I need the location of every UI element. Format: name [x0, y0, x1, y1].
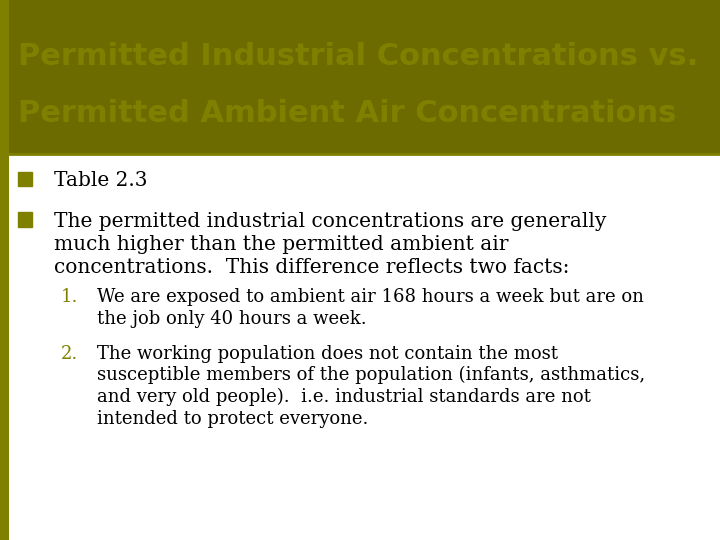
Text: Permitted Industrial Concentrations vs.: Permitted Industrial Concentrations vs.: [18, 42, 698, 71]
Text: 1.: 1.: [61, 288, 78, 306]
FancyBboxPatch shape: [0, 0, 9, 540]
Text: intended to protect everyone.: intended to protect everyone.: [97, 409, 369, 428]
Text: The working population does not contain the most: The working population does not contain …: [97, 345, 558, 363]
FancyBboxPatch shape: [9, 0, 720, 154]
Text: We are exposed to ambient air 168 hours a week but are on: We are exposed to ambient air 168 hours …: [97, 288, 644, 306]
Text: Table 2.3: Table 2.3: [54, 171, 148, 191]
Text: much higher than the permitted ambient air: much higher than the permitted ambient a…: [54, 235, 508, 254]
Text: 2.: 2.: [61, 345, 78, 363]
Text: susceptible members of the population (infants, asthmatics,: susceptible members of the population (i…: [97, 366, 645, 384]
FancyBboxPatch shape: [18, 172, 32, 186]
Text: and very old people).  i.e. industrial standards are not: and very old people). i.e. industrial st…: [97, 388, 591, 406]
Text: The permitted industrial concentrations are generally: The permitted industrial concentrations …: [54, 212, 606, 231]
Text: Permitted Ambient Air Concentrations: Permitted Ambient Air Concentrations: [18, 99, 676, 128]
Text: the job only 40 hours a week.: the job only 40 hours a week.: [97, 309, 366, 328]
Text: concentrations.  This difference reflects two facts:: concentrations. This difference reflects…: [54, 258, 570, 277]
FancyBboxPatch shape: [18, 212, 32, 227]
